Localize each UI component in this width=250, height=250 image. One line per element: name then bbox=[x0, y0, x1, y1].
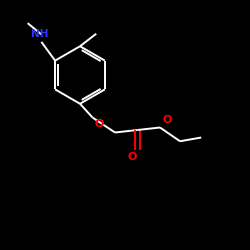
Text: NH: NH bbox=[31, 29, 49, 39]
Text: O: O bbox=[162, 114, 172, 124]
Text: O: O bbox=[94, 119, 104, 129]
Text: O: O bbox=[127, 152, 137, 162]
